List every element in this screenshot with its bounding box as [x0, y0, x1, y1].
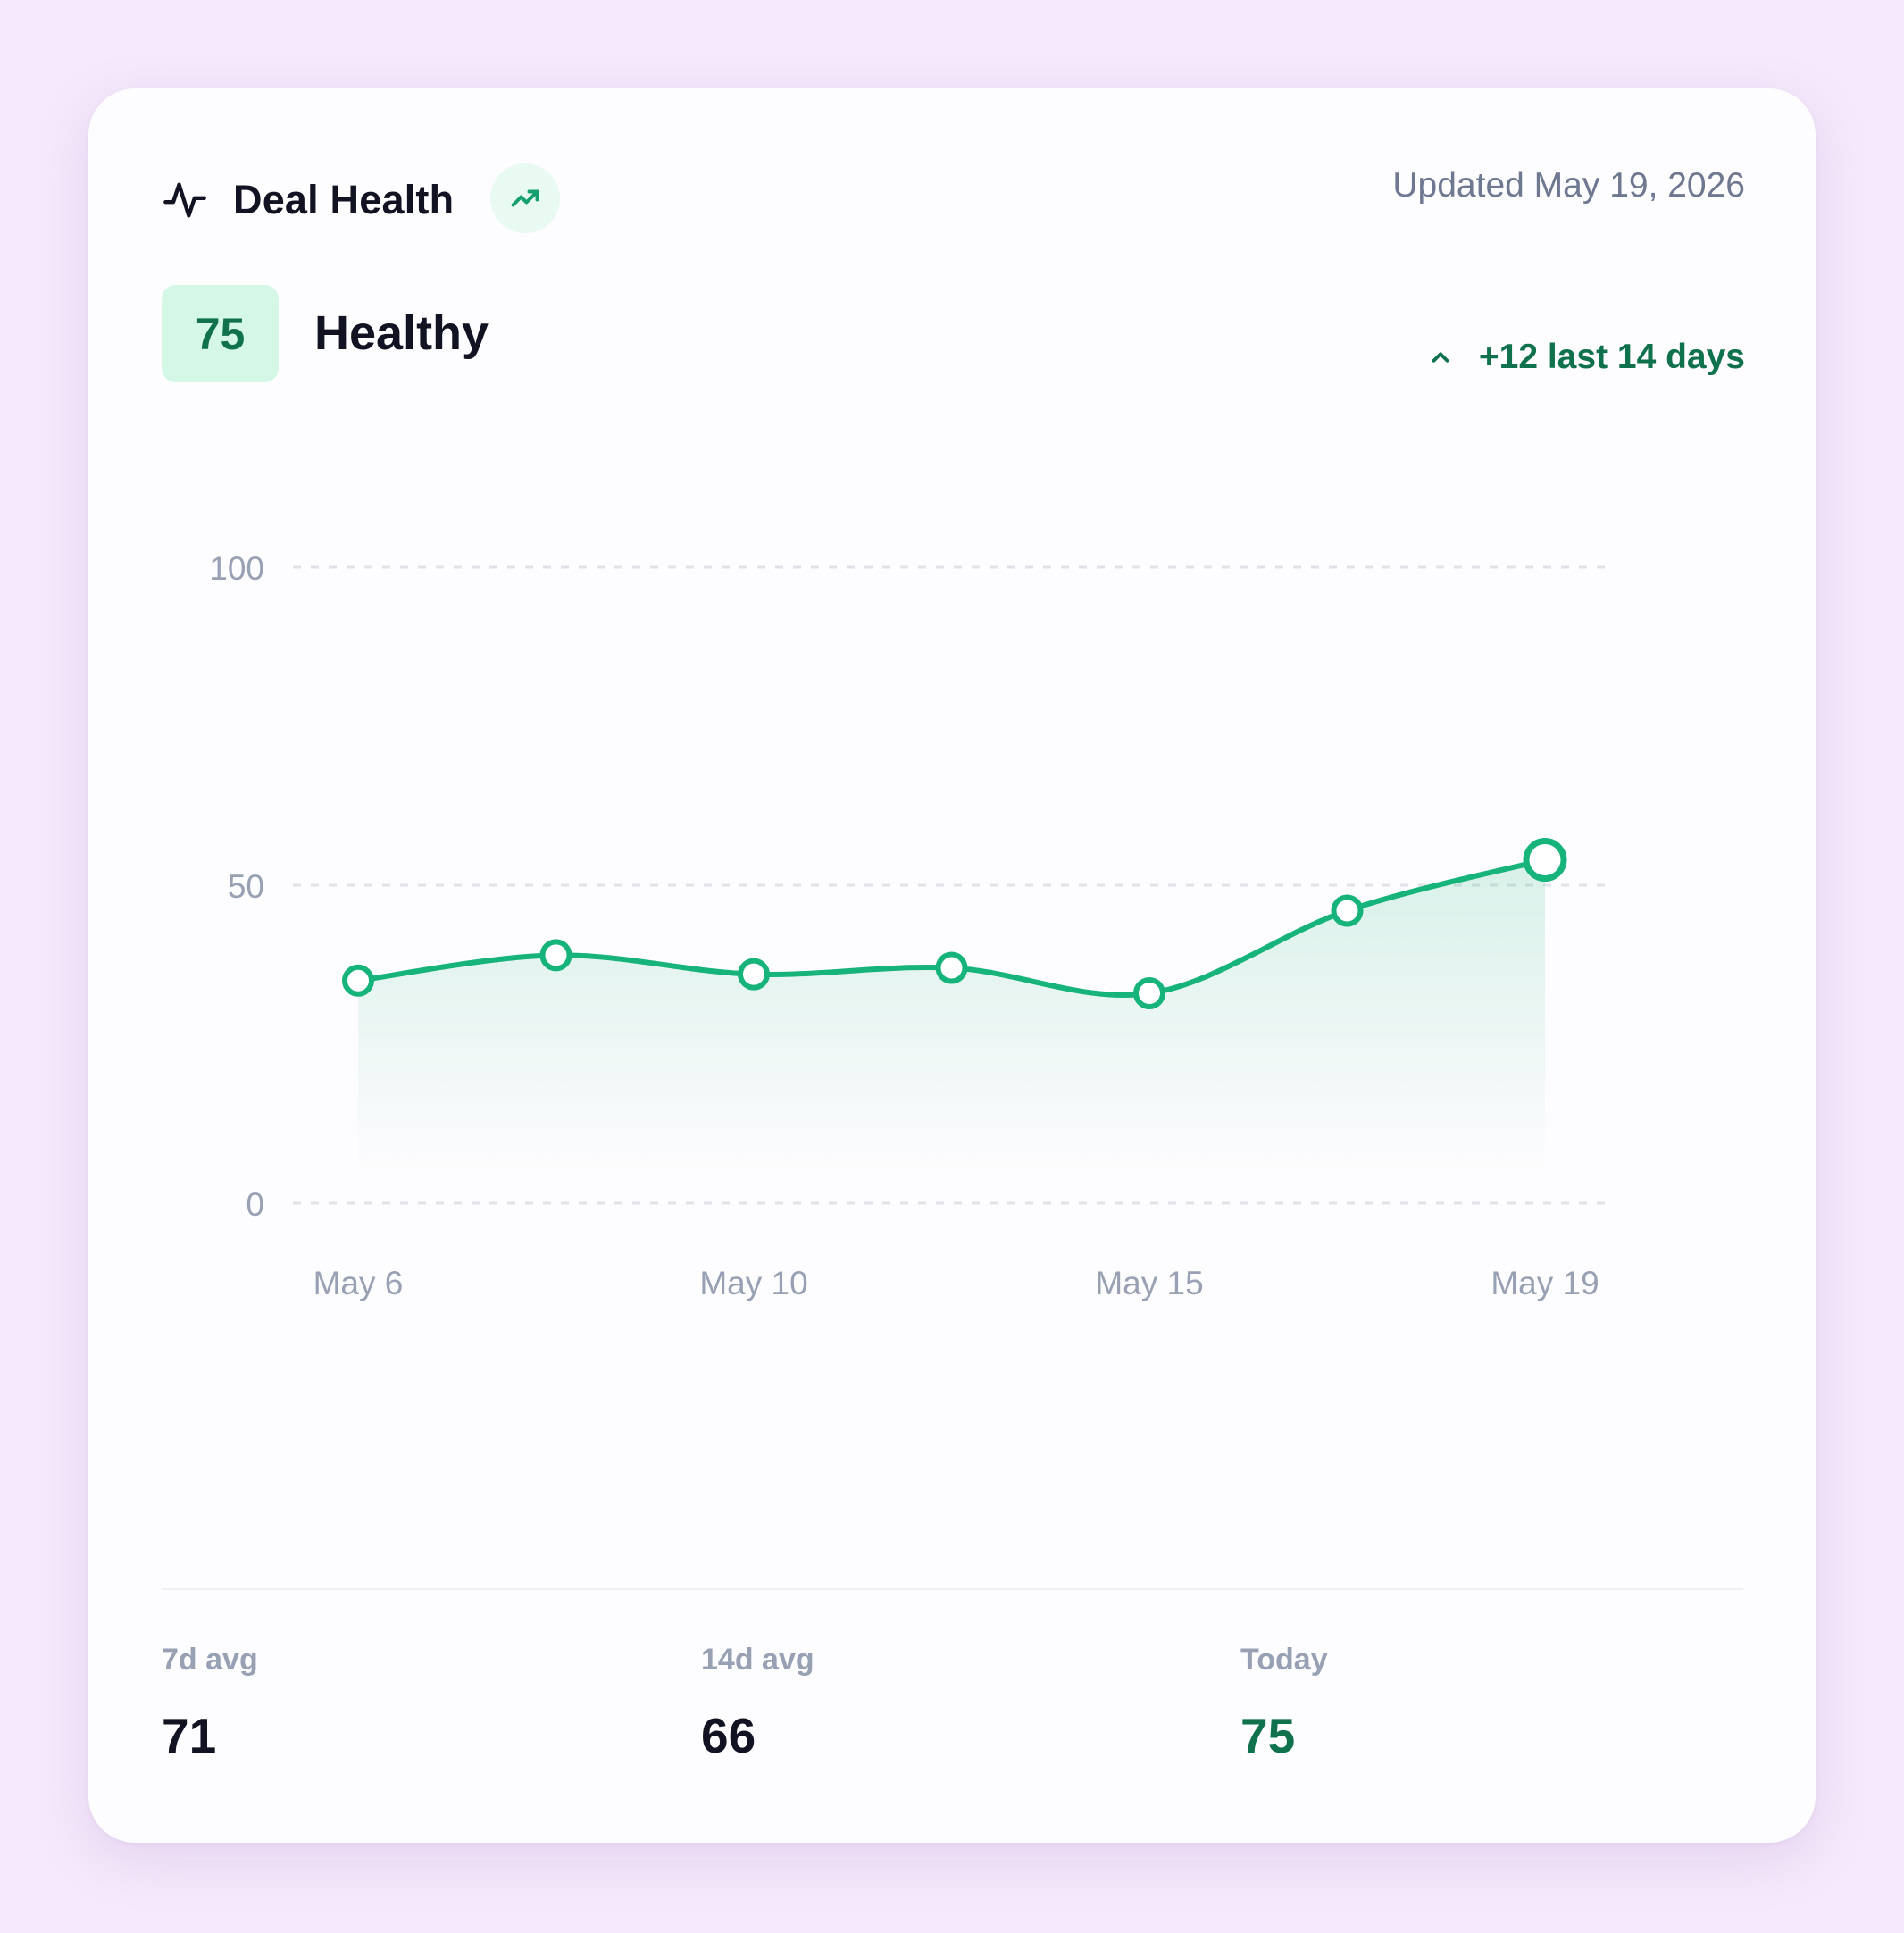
trend-badge[interactable] — [490, 163, 560, 233]
pulse-icon — [163, 182, 206, 218]
stat-7d-avg: 7d avg 71 — [162, 1636, 608, 1767]
trending-up-icon — [511, 189, 539, 207]
stat-value: 66 — [701, 1708, 756, 1763]
score-badge: 75 — [162, 285, 279, 382]
stat-label: 14d avg — [701, 1643, 814, 1677]
stat-label: Today — [1240, 1643, 1328, 1677]
stat-today: Today 75 — [1240, 1636, 1687, 1767]
stat-value: 75 — [1240, 1708, 1296, 1763]
stat-14d-avg: 14d avg 66 — [701, 1636, 1148, 1767]
card-title: Deal Health — [233, 177, 455, 222]
stats-divider — [162, 1588, 1743, 1590]
stat-value: 71 — [162, 1708, 217, 1763]
health-status: Healthy — [314, 306, 489, 360]
score-delta: +12 last 14 days — [1427, 331, 1745, 384]
updated-timestamp: Updated May 19, 2026 — [1392, 166, 1745, 205]
chevron-up-icon — [1432, 352, 1449, 363]
stat-label: 7d avg — [162, 1643, 258, 1677]
delta-text: +12 last 14 days — [1478, 338, 1745, 376]
